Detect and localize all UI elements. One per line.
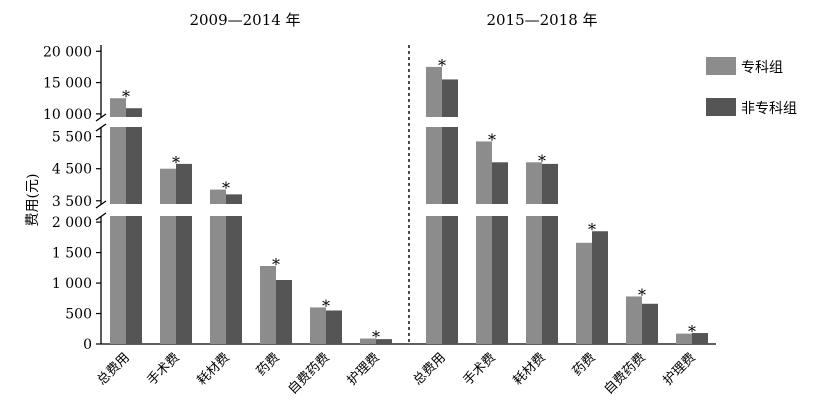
- bar-non-specialist: [442, 127, 458, 204]
- axis-break-mark: [95, 212, 107, 221]
- x-tick-label: 总费用: [411, 350, 449, 388]
- bar-specialist: [210, 216, 226, 344]
- axes: 0 500 1 000 1 500 2 000 3 500 4 500 5 500 10 000…: [25, 44, 716, 353]
- bar-non-specialist: [592, 231, 608, 344]
- bar-specialist: [626, 296, 642, 344]
- x-tick-label: 护理费: [345, 350, 383, 388]
- significance-star: *: [222, 179, 230, 198]
- x-tick-label: 手术费: [145, 350, 183, 388]
- y-tick-label: 4 500: [52, 162, 92, 178]
- legend-label: 专科组: [741, 60, 783, 76]
- bar-specialist: [360, 338, 376, 344]
- bar-specialist: [310, 307, 326, 344]
- bar-non-specialist: [692, 333, 708, 344]
- bar-non-specialist: [642, 303, 658, 344]
- bar-non-specialist: [542, 163, 558, 204]
- period-label: 2015—2018 年: [486, 11, 597, 29]
- bar-non-specialist: [542, 216, 558, 344]
- bar-specialist: [210, 189, 226, 204]
- bar-specialist: [676, 333, 692, 344]
- bar-non-specialist: [326, 310, 342, 344]
- bar-non-specialist: [176, 163, 192, 204]
- x-tick-label: 自费药费: [285, 350, 332, 397]
- bar-non-specialist: [226, 194, 242, 204]
- significance-star: *: [438, 56, 446, 75]
- x-tick-label: 耗材费: [195, 350, 233, 388]
- bar-specialist: [110, 98, 126, 117]
- x-tick-label: 自费药费: [601, 350, 648, 397]
- y-tick-label: 1 000: [52, 276, 92, 292]
- significance-star: *: [538, 151, 546, 170]
- y-tick-label: 15 000: [43, 76, 92, 92]
- bar-specialist: [426, 127, 442, 204]
- significance-star: *: [272, 255, 280, 274]
- bar-non-specialist: [126, 216, 142, 344]
- bar-non-specialist: [126, 127, 142, 204]
- period-label: 2009—2014 年: [189, 11, 300, 29]
- y-tick-label: 1 500: [52, 246, 92, 262]
- bar-specialist: [426, 216, 442, 344]
- bar-specialist: [160, 216, 176, 344]
- bar-non-specialist: [176, 216, 192, 344]
- bar-non-specialist: [276, 280, 292, 344]
- y-tick-label: 3 500: [52, 194, 92, 210]
- significance-star: *: [322, 296, 330, 315]
- bar-specialist: [110, 216, 126, 344]
- bar-specialist: [576, 242, 592, 344]
- y-tick-label: 20 000: [43, 44, 92, 60]
- bar-specialist: [476, 216, 492, 344]
- bar-non-specialist: [492, 216, 508, 344]
- bar-specialist: [426, 66, 442, 117]
- significance-star: *: [122, 87, 130, 106]
- bar-specialist: [526, 162, 542, 204]
- significance-star: *: [488, 130, 496, 149]
- significance-star: *: [588, 220, 596, 239]
- y-tick-label: 2 000: [52, 215, 92, 231]
- legend-swatch: [706, 57, 736, 75]
- x-tick-label: 总费用: [95, 350, 133, 388]
- y-axis-label: 费用(元): [25, 174, 41, 227]
- x-tick-label: 护理费: [661, 350, 699, 388]
- x-tick-label: 手术费: [461, 350, 499, 388]
- legend-swatch: [706, 98, 736, 116]
- y-tick-label: 0: [83, 337, 92, 353]
- bar-specialist: [160, 168, 176, 204]
- significance-star: *: [172, 153, 180, 172]
- bar-specialist: [260, 265, 276, 344]
- x-tick-label: 耗材费: [511, 350, 549, 388]
- significance-star: *: [688, 322, 696, 341]
- bar-non-specialist: [226, 216, 242, 344]
- bar-non-specialist: [442, 79, 458, 117]
- x-tick-label: 药费: [570, 350, 599, 379]
- significance-star: *: [372, 328, 380, 347]
- bar-specialist: [476, 141, 492, 204]
- bar-non-specialist: [126, 108, 142, 117]
- y-tick-label: 500: [65, 307, 92, 323]
- axis-break-mark: [95, 113, 107, 122]
- bar-non-specialist: [376, 339, 392, 344]
- axis-break-mark: [95, 123, 107, 132]
- bars: [110, 66, 708, 344]
- significance-star: *: [638, 285, 646, 304]
- bar-non-specialist: [492, 162, 508, 204]
- bar-non-specialist: [442, 216, 458, 344]
- bar-specialist: [526, 216, 542, 344]
- x-tick-label: 药费: [254, 350, 283, 379]
- legend-label: 非专科组: [741, 101, 797, 117]
- axis-break-mark: [95, 200, 107, 209]
- y-tick-label: 10 000: [43, 107, 92, 123]
- bar-specialist: [110, 127, 126, 204]
- y-tick-label: 5 500: [52, 130, 92, 146]
